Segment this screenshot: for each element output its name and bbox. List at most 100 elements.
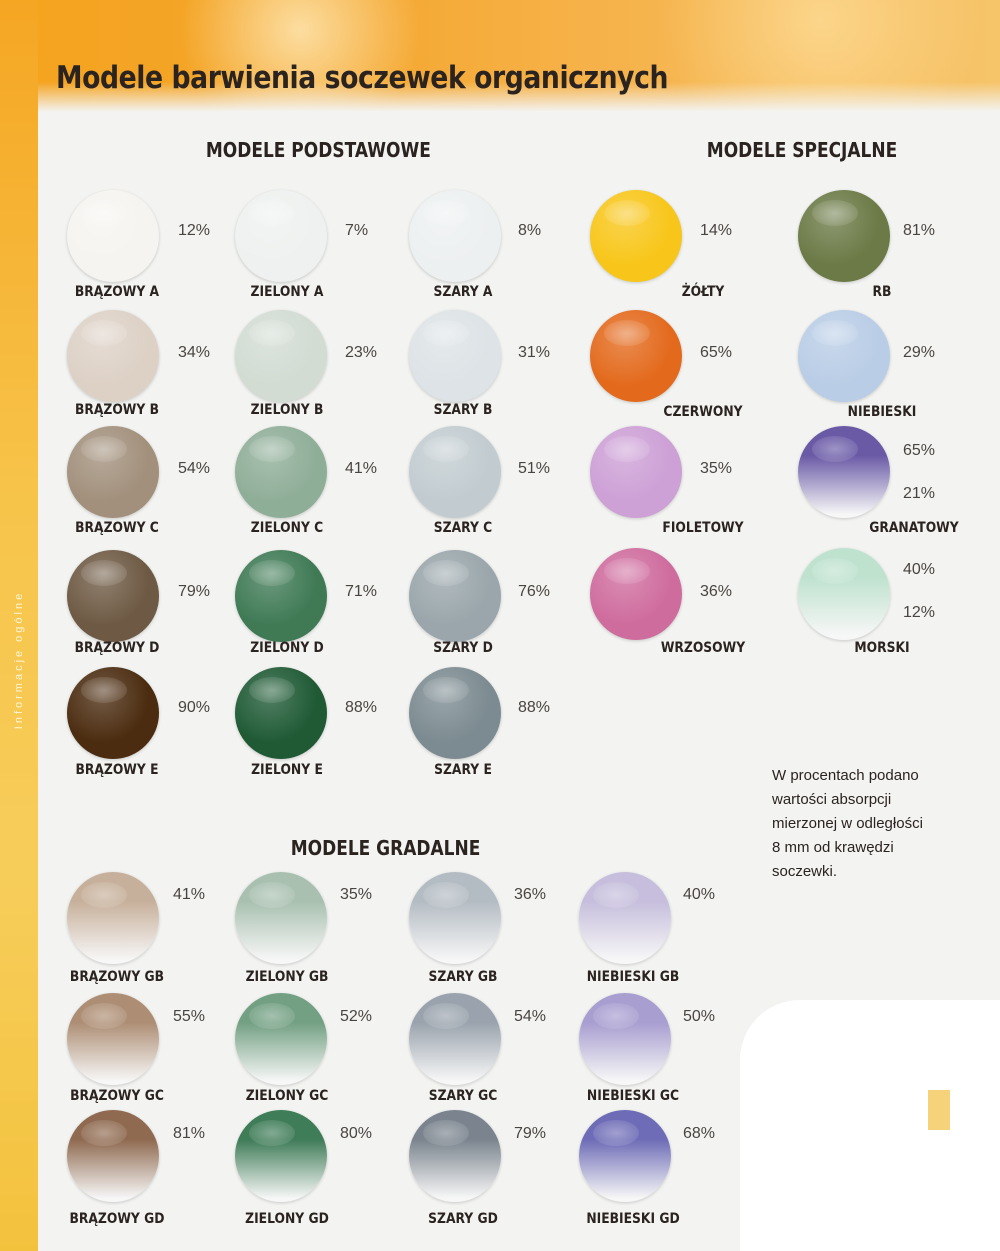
lens-swatch xyxy=(235,190,327,282)
section-heading-gradient: MODELE GRADALNE xyxy=(290,836,481,860)
lens-swatch xyxy=(798,310,890,402)
lens-swatch xyxy=(235,426,327,518)
lens-swatch xyxy=(579,872,671,964)
absorption-value: 35% xyxy=(700,460,733,477)
absorption-value: 40% xyxy=(903,561,936,578)
lens-swatch xyxy=(798,426,890,518)
lens-swatch xyxy=(67,190,159,282)
header-background xyxy=(0,0,1000,112)
absorption-value: 55% xyxy=(173,1008,206,1025)
lens-label: NIEBIESKI GC xyxy=(586,1088,680,1104)
absorption-value: 90% xyxy=(178,699,211,716)
absorption-value: 29% xyxy=(903,344,936,361)
note-line: 8 mm od krawędzi xyxy=(772,839,894,856)
absorption-value: 36% xyxy=(700,583,733,600)
absorption-value: 81% xyxy=(903,222,936,239)
lens-label: ŻÓŁTY xyxy=(681,284,725,300)
lens-swatch xyxy=(67,1110,159,1202)
lens-label: SZARY E xyxy=(434,762,492,778)
absorption-value: 79% xyxy=(178,583,211,600)
absorption-value-bottom: 12% xyxy=(903,604,936,621)
page-title: Modele barwienia soczewek organicznych xyxy=(56,60,669,96)
lens-label: NIEBIESKI GD xyxy=(586,1211,680,1227)
lens-swatch xyxy=(579,1110,671,1202)
lens-label: ZIELONY B xyxy=(250,402,324,418)
lens-label: SZARY D xyxy=(433,640,493,656)
absorption-value: 41% xyxy=(173,886,206,903)
absorption-value: 68% xyxy=(683,1125,716,1142)
absorption-value: 65% xyxy=(700,344,733,361)
lens-swatch xyxy=(235,993,327,1085)
lens-label: BRĄZOWY E xyxy=(75,762,159,778)
lens-label: BRĄZOWY B xyxy=(74,402,160,418)
lens-swatch xyxy=(235,667,327,759)
lens-swatch xyxy=(235,1110,327,1202)
lens-label: ZIELONY D xyxy=(250,640,324,656)
absorption-value: 71% xyxy=(345,583,378,600)
lens-label: SZARY GC xyxy=(428,1088,498,1104)
lens-swatch xyxy=(67,993,159,1085)
lens-swatch xyxy=(798,548,890,640)
absorption-value: 50% xyxy=(683,1008,716,1025)
lens-label: ZIELONY E xyxy=(251,762,323,778)
lens-swatch xyxy=(409,872,501,964)
absorption-value: 12% xyxy=(178,222,211,239)
lens-swatch xyxy=(579,993,671,1085)
section-heading-special: MODELE SPECJALNE xyxy=(706,138,898,162)
side-strip xyxy=(0,0,38,1251)
lens-label: SZARY C xyxy=(433,520,493,536)
absorption-value: 88% xyxy=(518,699,551,716)
lens-swatch xyxy=(590,426,682,518)
lens-label: SZARY A xyxy=(433,284,493,300)
lens-label: SZARY B xyxy=(433,402,493,418)
lens-label: FIOLETOWY xyxy=(662,520,744,536)
absorption-value: 76% xyxy=(518,583,551,600)
absorption-value: 14% xyxy=(700,222,733,239)
absorption-value: 35% xyxy=(340,886,373,903)
absorption-value: 54% xyxy=(514,1008,547,1025)
lens-swatch xyxy=(409,993,501,1085)
lens-label: BRĄZOWY GC xyxy=(70,1088,164,1104)
lens-label: SZARY GB xyxy=(428,969,498,985)
side-caption: Informacje ogólne xyxy=(13,590,26,730)
lens-label: MORSKI xyxy=(854,640,910,656)
lens-label: ZIELONY GC xyxy=(245,1088,329,1104)
lens-swatch xyxy=(67,426,159,518)
absorption-value: 88% xyxy=(345,699,378,716)
absorption-value: 65% xyxy=(903,442,936,459)
corner-tab xyxy=(928,1090,950,1130)
absorption-value: 31% xyxy=(518,344,551,361)
lens-swatch xyxy=(235,310,327,402)
lens-swatch xyxy=(409,550,501,642)
lens-swatch xyxy=(409,1110,501,1202)
lens-swatch xyxy=(409,426,501,518)
absorption-value: 40% xyxy=(683,886,716,903)
lens-label: ZIELONY C xyxy=(250,520,324,536)
absorption-value: 34% xyxy=(178,344,211,361)
absorption-value: 54% xyxy=(178,460,211,477)
note-line: mierzonej w odległości xyxy=(772,815,923,832)
lens-swatch xyxy=(590,310,682,402)
lens-label: ZIELONY GB xyxy=(245,969,329,985)
lens-swatch xyxy=(235,872,327,964)
note-line: soczewki. xyxy=(772,863,838,880)
absorption-value: 80% xyxy=(340,1125,373,1142)
lens-label: BRĄZOWY GB xyxy=(69,969,165,985)
lens-swatch xyxy=(67,667,159,759)
lens-swatch xyxy=(590,548,682,640)
absorption-value: 52% xyxy=(340,1008,373,1025)
lens-label: BRĄZOWY A xyxy=(74,284,160,300)
lens-label: WRZOSOWY xyxy=(660,640,746,656)
lens-swatch xyxy=(67,550,159,642)
absorption-value: 7% xyxy=(345,222,369,239)
lens-swatch xyxy=(409,667,501,759)
lens-swatch xyxy=(67,872,159,964)
lens-label: GRANATOWY xyxy=(869,520,959,536)
lens-swatch xyxy=(235,550,327,642)
absorption-value: 79% xyxy=(514,1125,547,1142)
blank-corner xyxy=(740,1000,1000,1251)
absorption-value: 81% xyxy=(173,1125,206,1142)
lens-label: NIEBIESKI xyxy=(847,404,917,420)
lens-label: CZERWONY xyxy=(663,404,743,420)
lens-label: BRĄZOWY C xyxy=(75,520,159,536)
